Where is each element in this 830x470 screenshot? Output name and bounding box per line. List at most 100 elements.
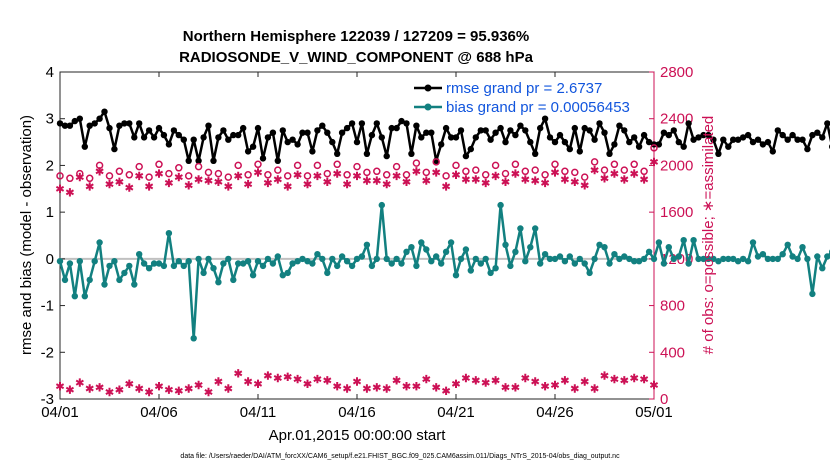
data-point-bias xyxy=(690,237,697,244)
data-point-bias xyxy=(131,281,138,288)
data-point-obs_bottom xyxy=(382,384,391,393)
data-point-obs_possible xyxy=(491,161,500,170)
y-axis-label-right: # of obs: o=possible; ∗=assimilated xyxy=(700,116,717,355)
data-point-obs_assimilated xyxy=(105,179,114,189)
data-point-rmse xyxy=(720,136,727,143)
data-point-obs_assimilated xyxy=(194,175,203,184)
data-point-obs_bottom xyxy=(570,384,579,393)
data-point-bias xyxy=(769,255,776,263)
data-point-bias xyxy=(86,276,93,284)
data-point-obs_assimilated xyxy=(451,170,461,179)
data-point-rmse xyxy=(690,136,697,143)
data-point-bias xyxy=(279,272,286,279)
data-point-rmse xyxy=(566,145,573,153)
data-point-obs_assimilated xyxy=(352,171,362,181)
data-point-obs_possible xyxy=(630,160,638,169)
data-point-bias xyxy=(655,239,663,246)
data-point-bias xyxy=(150,260,158,267)
data-point-obs_bottom xyxy=(303,379,312,388)
data-point-rmse xyxy=(611,141,618,148)
data-point-bias xyxy=(487,269,494,277)
data-point-bias xyxy=(804,255,811,263)
data-point-rmse xyxy=(621,127,628,134)
data-point-obs_possible xyxy=(452,161,460,170)
data-point-bias xyxy=(626,255,633,263)
data-point-bias xyxy=(304,258,311,265)
series-bias xyxy=(56,201,830,342)
data-point-bias xyxy=(452,272,460,279)
data-point-bias xyxy=(814,253,821,260)
data-point-bias xyxy=(512,248,519,255)
y-axis-label-left: rmse and bias (model - observation) xyxy=(18,115,35,355)
data-point-bias xyxy=(348,262,356,270)
data-point-rmse xyxy=(769,148,776,155)
data-point-rmse xyxy=(136,120,143,127)
data-point-bias xyxy=(358,253,366,260)
data-point-rmse xyxy=(819,134,826,141)
data-point-rmse xyxy=(140,134,148,141)
data-point-rmse xyxy=(249,143,257,150)
data-point-obs_possible xyxy=(363,168,371,177)
data-point-bias xyxy=(779,251,786,258)
data-point-rmse xyxy=(606,150,613,157)
x-tick-label: 05/01 xyxy=(635,404,673,421)
data-point-rmse xyxy=(338,129,346,136)
data-point-bias xyxy=(591,255,598,263)
data-point-obs_possible xyxy=(145,173,153,181)
data-point-obs_bottom xyxy=(550,380,560,390)
data-point-bias xyxy=(264,255,272,263)
data-point-obs_assimilated xyxy=(243,179,253,189)
data-point-rmse xyxy=(635,143,643,150)
y-left-tick-label: 4 xyxy=(46,64,54,81)
chart-title-line1: Northern Hemisphere 122039 / 127209 = 95… xyxy=(183,28,529,45)
data-point-rmse xyxy=(343,124,351,132)
data-point-bias xyxy=(383,255,390,263)
data-point-rmse xyxy=(645,138,653,146)
data-point-bias xyxy=(725,255,732,263)
data-point-bias xyxy=(631,258,638,265)
data-point-obs_bottom xyxy=(323,376,332,385)
data-point-obs_assimilated xyxy=(293,170,302,179)
data-point-obs_bottom xyxy=(115,385,124,394)
data-point-obs_assimilated xyxy=(481,178,490,188)
data-point-rmse xyxy=(759,141,767,148)
data-point-rmse xyxy=(180,136,187,143)
data-point-bias xyxy=(754,253,762,260)
data-point-obs_assimilated xyxy=(214,177,223,186)
data-point-obs_possible xyxy=(511,160,520,169)
data-point-bias xyxy=(537,260,544,267)
data-point-rmse xyxy=(532,150,539,157)
data-point-obs_assimilated xyxy=(540,178,550,188)
data-point-rmse xyxy=(314,127,321,134)
data-point-obs_possible xyxy=(462,167,470,176)
data-point-rmse xyxy=(210,157,217,164)
data-point-rmse xyxy=(126,120,133,127)
data-point-bias xyxy=(616,255,623,263)
data-point-bias xyxy=(720,255,727,263)
data-point-obs_bottom xyxy=(55,382,65,391)
data-point-obs_possible xyxy=(165,169,173,178)
data-point-bias xyxy=(205,255,212,263)
data-point-bias xyxy=(329,255,336,263)
data-point-bias xyxy=(368,262,376,270)
data-point-rmse xyxy=(640,131,648,139)
data-point-rmse xyxy=(101,108,108,115)
data-point-obs_assimilated xyxy=(580,181,589,190)
data-point-rmse xyxy=(215,134,222,141)
data-point-obs_possible xyxy=(125,171,134,179)
data-point-bias xyxy=(61,276,69,284)
data-point-bias xyxy=(621,253,628,260)
data-point-obs_possible xyxy=(283,172,292,180)
data-point-obs_possible xyxy=(650,144,658,152)
data-point-bias xyxy=(398,260,405,267)
data-point-rmse xyxy=(749,138,757,146)
data-point-obs_bottom xyxy=(481,378,490,387)
data-point-rmse xyxy=(269,129,277,136)
data-point-bias xyxy=(819,265,826,272)
data-point-rmse xyxy=(348,120,356,127)
data-point-rmse xyxy=(601,129,608,136)
legend-marker-bias xyxy=(424,103,432,111)
data-point-bias xyxy=(744,258,752,265)
data-point-obs_assimilated xyxy=(362,176,372,185)
data-point-obs_possible xyxy=(392,162,401,171)
